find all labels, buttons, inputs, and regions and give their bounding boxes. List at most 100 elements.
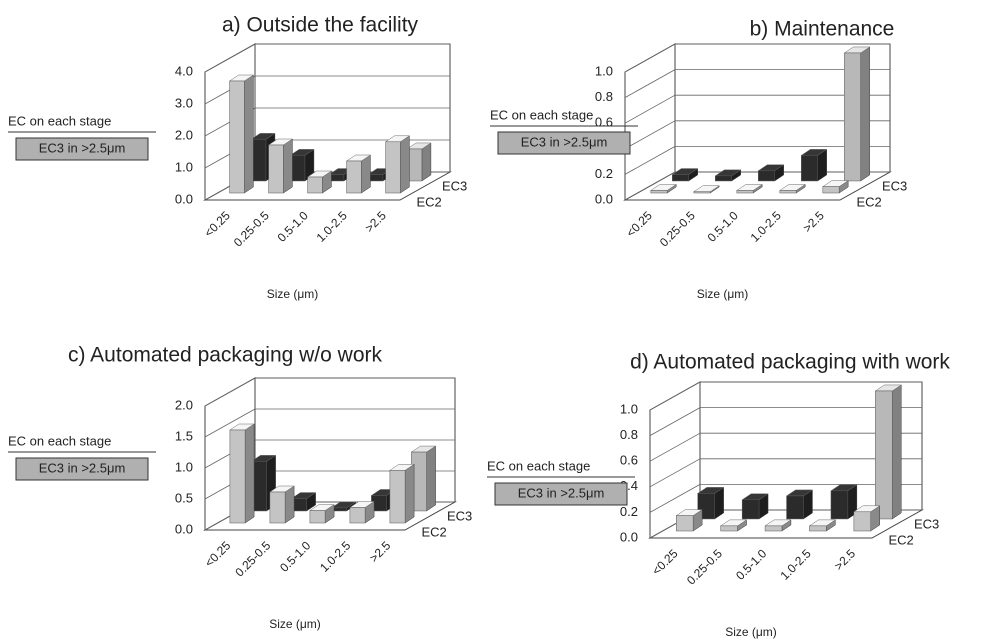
x-tick-label: 1.0-2.5 (314, 208, 351, 245)
y-tick-label: 2.0 (175, 397, 193, 412)
chart-title: b) Maintenance (750, 18, 895, 41)
series-label: EC2 (422, 524, 447, 539)
bar (676, 515, 694, 532)
chart-title: a) Outside the facility (222, 14, 419, 37)
y-tick-label: 1.5 (175, 428, 193, 443)
bar (801, 155, 818, 182)
x-tick-label: 0.25-0.5 (231, 208, 272, 249)
grid-line (624, 171, 676, 201)
y-tick-label: 0.6 (595, 115, 613, 130)
grid-line (624, 146, 676, 175)
bar (349, 507, 366, 524)
grid-line (649, 458, 701, 488)
bar (309, 510, 326, 524)
y-tick-label: 0.0 (595, 191, 613, 206)
bar-side (891, 384, 902, 520)
bar (786, 495, 804, 520)
legend-note: EC3 in >2.5μm (518, 485, 605, 500)
y-tick-label: 1.0 (175, 459, 193, 474)
grid-line (204, 377, 256, 407)
y-tick-label: 0.5 (175, 490, 193, 505)
y-tick-label: 0.2 (595, 166, 613, 181)
bar-side (283, 138, 293, 194)
y-tick-label: 0.0 (175, 521, 193, 536)
x-tick-label: 0.5-1.0 (277, 538, 314, 575)
legend-box (497, 131, 631, 155)
y-tick-label: 4.0 (175, 63, 193, 78)
grid-line (649, 432, 701, 462)
x-axis-label: Size (μm) (725, 625, 777, 639)
bar (307, 176, 323, 194)
chart-title: d) Automated packaging with work (630, 351, 950, 374)
bar-side (400, 135, 410, 194)
series-label: EC3 (442, 178, 467, 193)
grid-line (204, 43, 256, 73)
bar-side (244, 74, 254, 194)
bar (758, 170, 775, 182)
x-tick-label: 0.5-1.0 (705, 208, 742, 245)
legend-box (494, 482, 628, 506)
y-tick-label: 0.6 (620, 453, 638, 468)
bar-side (284, 485, 295, 524)
series-label: EC3 (447, 508, 472, 523)
x-tick-label: 0.25-0.5 (232, 538, 273, 579)
grid-line (624, 120, 676, 150)
bar (229, 80, 245, 194)
y-tick-label: 0.0 (175, 191, 193, 206)
chart-panel: 0.00.20.40.60.81.0EC3EC2<0.250.25-0.50.5… (490, 18, 907, 301)
grid-line (624, 69, 676, 98)
bar-side (860, 46, 870, 182)
x-tick-label: >2.5 (832, 546, 859, 573)
y-tick-label: 3.0 (175, 95, 193, 110)
y-tick-label: 0.2 (620, 504, 638, 519)
grid-line (624, 43, 676, 73)
legend-note: EC3 in >2.5μm (39, 460, 126, 475)
y-tick-label: 1.0 (175, 159, 193, 174)
bar-side (404, 463, 415, 524)
bar (346, 160, 362, 194)
bar (741, 499, 760, 520)
bar (830, 490, 849, 520)
legend-title: EC on each stage (490, 107, 593, 122)
x-axis-label: Size (μm) (697, 287, 749, 301)
bar (715, 175, 732, 182)
y-tick-label: 2.0 (175, 127, 193, 142)
series-label: EC2 (889, 532, 914, 547)
bar (809, 525, 827, 532)
legend-note: EC3 in >2.5μm (39, 140, 126, 155)
x-tick-label: 0.5-1.0 (733, 546, 770, 583)
x-tick-label: >2.5 (362, 208, 389, 235)
y-tick-label: 1.0 (620, 401, 638, 416)
y-tick-label: 0.0 (620, 529, 638, 544)
x-tick-label: <0.25 (649, 546, 681, 578)
x-tick-label: >2.5 (367, 538, 394, 565)
bar (268, 144, 284, 194)
bar (229, 429, 246, 524)
x-tick-label: 1.0-2.5 (777, 546, 814, 583)
x-tick-label: 1.0-2.5 (748, 208, 785, 245)
series-label: EC3 (882, 178, 907, 193)
bar (779, 190, 797, 194)
bar-side (426, 445, 436, 512)
y-tick-label: 1.0 (595, 63, 613, 78)
bar (389, 470, 406, 524)
x-tick-label: <0.25 (201, 208, 233, 240)
bar (875, 390, 893, 520)
grid-line (624, 94, 676, 124)
y-tick-label: 0.8 (595, 89, 613, 104)
x-tick-label: 1.0-2.5 (317, 538, 354, 575)
x-tick-label: >2.5 (800, 208, 827, 235)
bar (269, 491, 286, 524)
bar (693, 191, 711, 194)
x-tick-label: <0.25 (202, 538, 234, 570)
bar-side (361, 154, 371, 194)
legend-note: EC3 in >2.5μm (521, 134, 608, 149)
x-tick-label: 0.5-1.0 (275, 208, 312, 245)
bar (853, 511, 871, 532)
legend-title: EC on each stage (8, 433, 111, 448)
bar (844, 52, 861, 182)
